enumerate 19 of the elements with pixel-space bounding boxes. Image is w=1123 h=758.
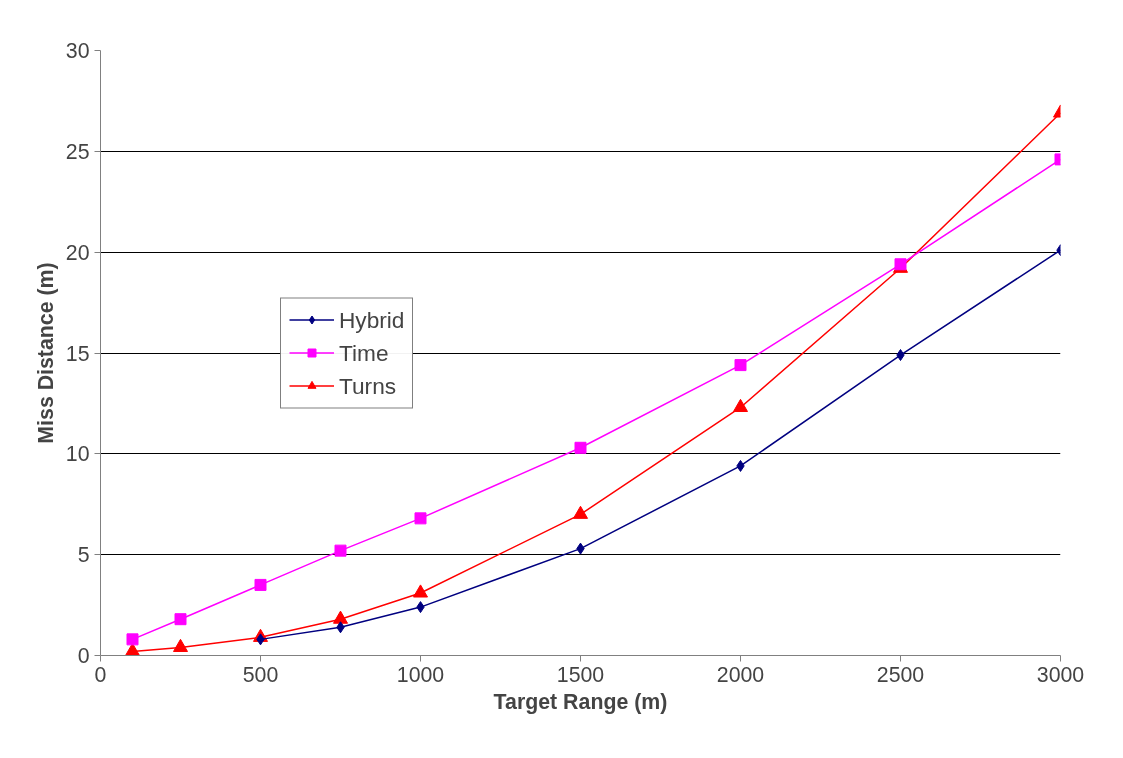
y-tick-label: 30 xyxy=(65,39,90,63)
y-tick-label: 5 xyxy=(77,543,90,568)
x-tick-label: 3000 xyxy=(1036,662,1085,687)
y-tick-label: 25 xyxy=(65,139,90,164)
y-tick-label: 20 xyxy=(65,240,90,265)
y-tick-label: 10 xyxy=(65,442,90,467)
y-axis-title: Miss Distance (m) xyxy=(33,262,58,444)
x-tick-label: 500 xyxy=(242,662,279,687)
y-tick-label: 0 xyxy=(77,644,90,668)
legend-label: Time xyxy=(339,339,389,366)
x-tick-label: 2000 xyxy=(716,662,765,687)
x-tick-label: 1000 xyxy=(396,662,445,687)
x-tick-label: 0 xyxy=(94,662,107,687)
legend-label: Turns xyxy=(339,372,397,399)
legend-label: Hybrid xyxy=(339,306,405,333)
x-tick-label: 2500 xyxy=(876,662,925,687)
y-tick-label: 15 xyxy=(65,341,90,366)
x-axis-title: Target Range (m) xyxy=(493,689,668,714)
x-tick-label: 1500 xyxy=(556,662,605,687)
